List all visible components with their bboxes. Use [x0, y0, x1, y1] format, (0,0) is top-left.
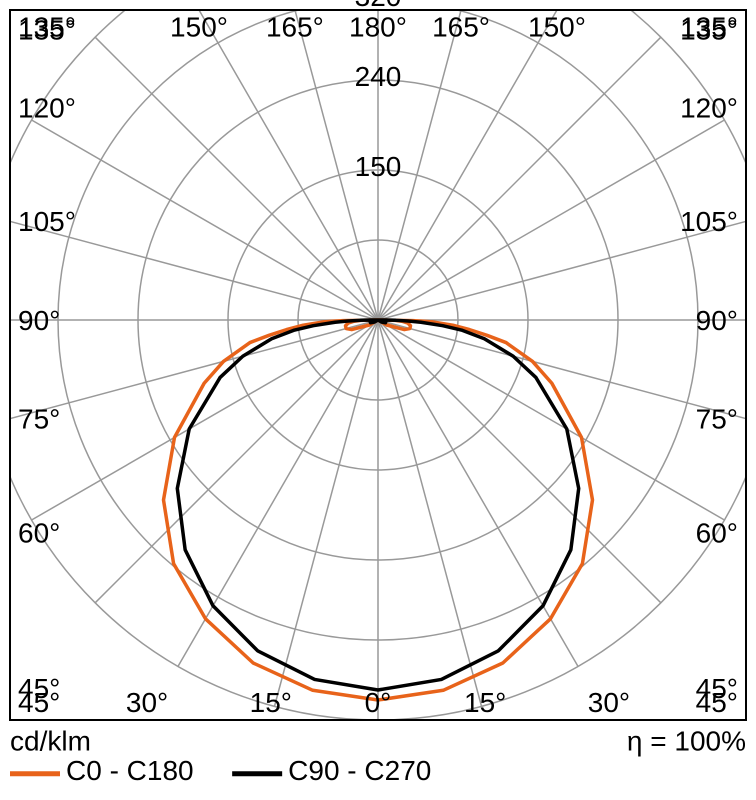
radial-label: 240	[355, 61, 402, 92]
angle-label-right: 105°	[680, 206, 738, 237]
angle-label-top: 150°	[170, 12, 228, 43]
angle-label-left: 120°	[18, 92, 76, 123]
angle-label-left: 60°	[18, 517, 60, 548]
angle-label-top: 165°	[432, 12, 490, 43]
angle-label-right: 75°	[696, 403, 738, 434]
footer-left: cd/klm	[10, 726, 91, 757]
angle-label-left: 90°	[18, 305, 60, 336]
legend-label: C0 - C180	[66, 755, 194, 786]
angle-label-bottom: 15°	[250, 687, 292, 718]
angle-label-top: 135°	[680, 12, 738, 43]
polar-chart-container: 150 240 320 135° 120° 105° 90° 75° 60° 45° 135° 120…	[0, 0, 756, 800]
angle-label-top: 150°	[528, 12, 586, 43]
radial-label: 320	[355, 0, 402, 12]
footer-right: η = 100%	[627, 726, 746, 757]
radial-label: 150	[355, 151, 402, 182]
angle-label-bottom: 30°	[588, 687, 630, 718]
angle-label-right: 90°	[696, 305, 738, 336]
legend-label: C90 - C270	[288, 755, 431, 786]
angle-label-left: 105°	[18, 206, 76, 237]
angle-label-right: 120°	[680, 92, 738, 123]
polar-chart-svg: 150 240 320 135° 120° 105° 90° 75° 60° 45° 135° 120…	[0, 0, 756, 800]
angle-label-bottom: 15°	[464, 687, 506, 718]
angle-label-left: 75°	[18, 403, 60, 434]
angle-label-top: 180°	[349, 12, 407, 43]
angle-label-top: 135°	[18, 12, 76, 43]
angle-label-top: 165°	[266, 12, 324, 43]
angle-label-right: 60°	[696, 517, 738, 548]
angle-label-bottom: 45°	[696, 687, 738, 718]
angle-label-bottom: 30°	[126, 687, 168, 718]
angle-label-bottom: 45°	[18, 687, 60, 718]
angle-label-bottom: 0°	[365, 687, 392, 718]
